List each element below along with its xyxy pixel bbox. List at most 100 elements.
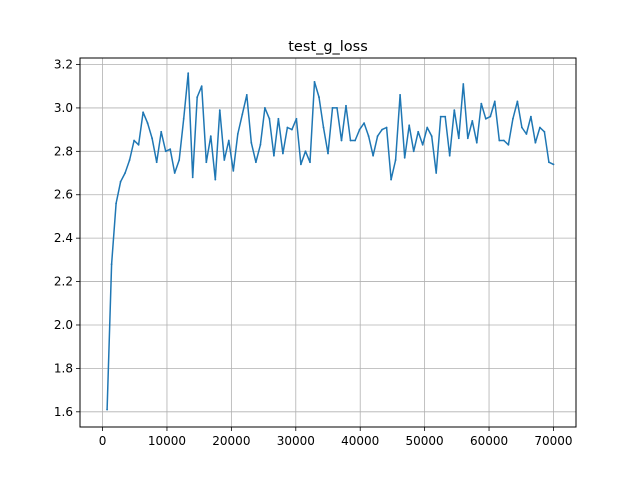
data-point: [160, 130, 163, 133]
y-tick-label: 2.8: [54, 144, 73, 158]
x-tick-label: 70000: [534, 434, 572, 448]
data-point: [471, 120, 474, 122]
series-line: [106, 72, 554, 410]
data-point: [430, 135, 433, 138]
data-point: [466, 137, 469, 140]
data-point: [448, 154, 451, 157]
data-point: [435, 172, 438, 174]
data-point: [191, 176, 194, 179]
y-tick-label: 2.6: [54, 188, 73, 202]
data-point: [512, 117, 514, 120]
data-point: [142, 111, 145, 114]
data-point: [286, 126, 289, 129]
data-point: [245, 94, 248, 96]
data-point: [115, 202, 117, 205]
x-tick-label: 40000: [341, 434, 379, 448]
y-tick-label: 3.0: [54, 101, 73, 115]
data-point: [277, 117, 280, 120]
data-point: [146, 122, 149, 124]
data-point: [408, 124, 411, 127]
data-point: [232, 170, 235, 172]
data-point: [151, 137, 154, 140]
data-point: [475, 141, 478, 144]
data-point: [453, 109, 456, 111]
data-point: [300, 163, 302, 166]
data-point: [250, 141, 253, 144]
data-point: [376, 135, 379, 138]
data-point: [399, 94, 401, 96]
data-point: [295, 117, 298, 120]
data-point: [133, 139, 136, 142]
data-point: [358, 128, 361, 131]
data-point: [318, 96, 320, 98]
data-point: [313, 81, 316, 83]
data-point: [264, 107, 266, 109]
data-point: [110, 263, 113, 266]
data-point: [291, 128, 293, 131]
data-point: [548, 161, 550, 164]
data-point: [214, 178, 217, 181]
y-axis: 1.6 1.8 2.0 2.2 2.4 2.6 2.8 3.0 3.2: [54, 58, 80, 419]
y-tick-label: 1.6: [54, 405, 73, 419]
data-point: [322, 126, 325, 129]
plot-frame: [79, 57, 577, 428]
data-point: [137, 143, 140, 146]
data-point: [282, 152, 284, 155]
data-point: [336, 107, 338, 109]
data-point: [241, 113, 244, 116]
data-point: [182, 117, 185, 120]
data-point: [187, 72, 190, 75]
x-tick-label: 30000: [277, 434, 315, 448]
data-point: [516, 100, 519, 103]
data-point: [200, 85, 203, 88]
data-point: [106, 408, 108, 411]
data-point: [259, 143, 262, 146]
data-point: [444, 115, 447, 118]
data-point: [119, 180, 122, 183]
data-point: [124, 172, 126, 174]
data-point: [196, 96, 199, 98]
data-point: [534, 141, 537, 144]
grid: [80, 58, 576, 427]
data-point: [345, 104, 347, 107]
data-point: [498, 139, 501, 142]
data-point: [412, 150, 415, 153]
data-point: [439, 115, 442, 118]
data-point: [255, 161, 257, 164]
data-point: [223, 159, 226, 161]
data-point: [521, 126, 523, 129]
x-tick-label: 0: [99, 434, 107, 448]
x-tick-label: 50000: [406, 434, 444, 448]
data-point: [304, 150, 307, 153]
chart-title: test_g_loss: [288, 39, 368, 55]
data-point: [385, 126, 388, 129]
data-point: [218, 109, 221, 111]
x-tick-label: 60000: [470, 434, 508, 448]
data-point: [493, 100, 496, 103]
data-point: [367, 135, 370, 138]
data-point: [327, 152, 329, 155]
data-point: [484, 117, 487, 120]
data-point: [178, 159, 181, 161]
data-point: [426, 126, 429, 129]
data-point: [340, 139, 343, 142]
x-axis: 0 10000 20000 30000 40000 50000 60000 70000: [99, 427, 573, 448]
data-point: [507, 143, 510, 146]
data-point: [309, 161, 311, 164]
y-tick-label: 2.4: [54, 231, 73, 245]
data-point: [543, 130, 546, 133]
data-point: [173, 172, 176, 174]
data-point: [236, 133, 239, 135]
data-point: [227, 139, 230, 142]
data-point: [209, 135, 212, 138]
y-tick-label: 2.0: [54, 318, 73, 332]
y-tick-label: 2.2: [54, 275, 73, 289]
series-group: [106, 72, 555, 411]
data-point: [417, 130, 420, 133]
y-tick-label: 1.8: [54, 361, 73, 375]
data-point: [349, 139, 352, 142]
data-point: [331, 107, 334, 109]
data-point: [273, 154, 275, 157]
